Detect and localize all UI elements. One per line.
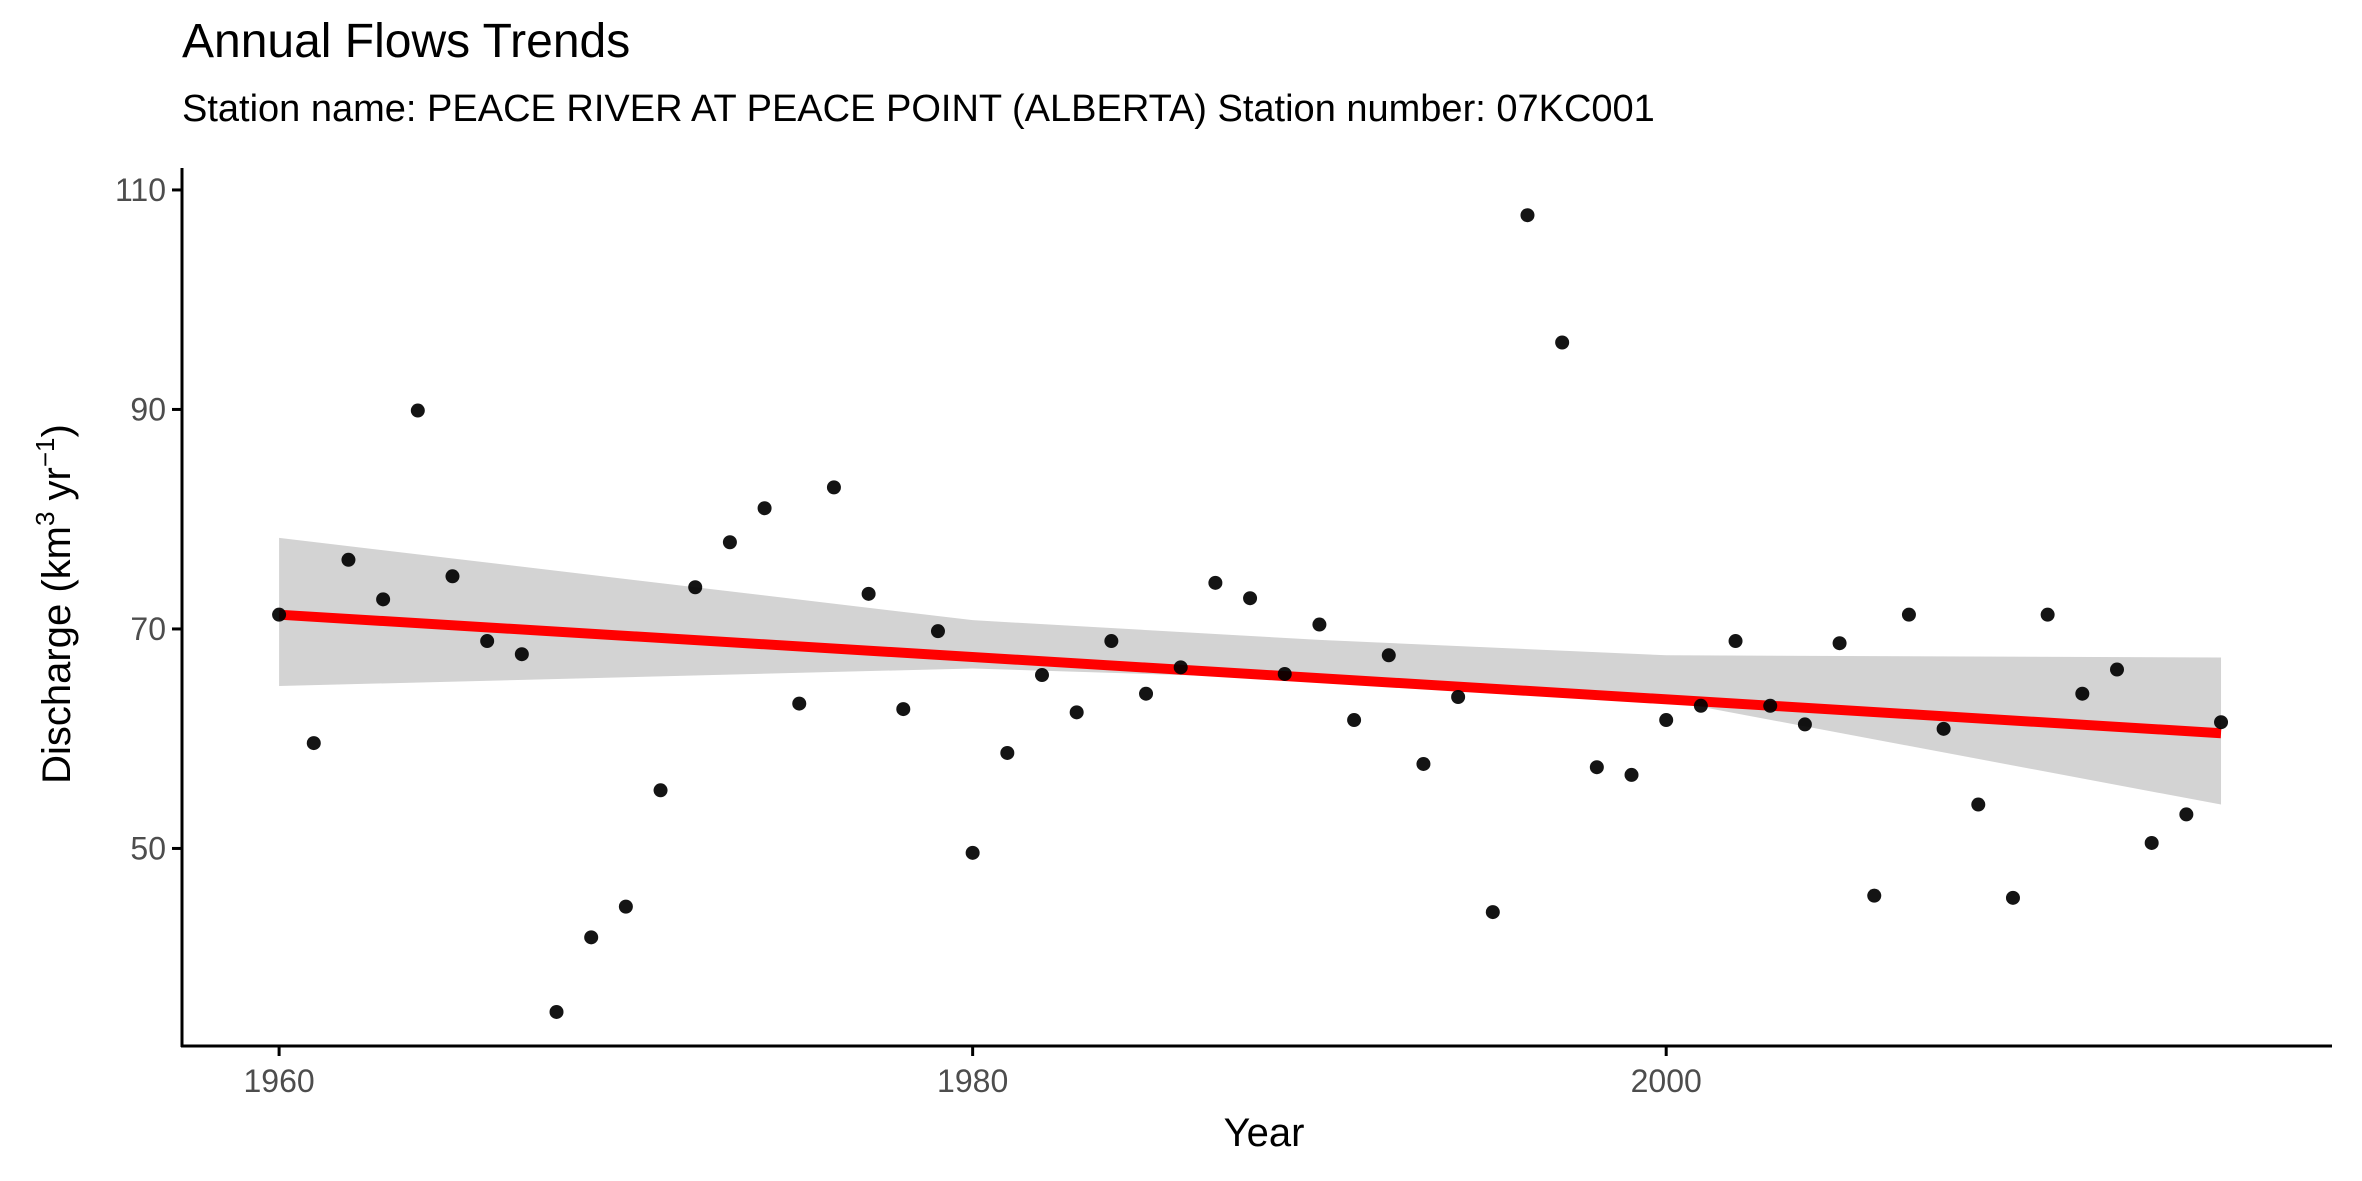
data-point [1901,607,1916,622]
data-point [410,403,425,418]
data-point [2179,807,2194,822]
data-point [826,480,841,495]
data-point [1000,745,1015,760]
y-tick-label: 90 [130,391,166,427]
y-axis-title: Discharge (km3 yr−1) [30,424,79,784]
data-point [2075,686,2090,701]
chart-subtitle: Station name: PEACE RIVER AT PEACE POINT… [182,88,1655,130]
data-point [688,580,703,595]
x-tick-label: 2000 [1631,1063,1702,1099]
y-tick-label: 110 [115,172,166,208]
data-point [653,783,668,798]
data-point [1763,698,1778,713]
data-point [930,624,945,639]
data-point [1832,636,1847,651]
data-point [2005,890,2020,905]
data-point [480,634,495,649]
data-point [1728,634,1743,649]
data-point [1659,713,1674,728]
data-point [896,702,911,717]
data-point [584,930,599,945]
data-point [861,586,876,601]
data-point [1589,760,1604,775]
data-point [965,845,980,860]
x-axis-title: Year [1224,1111,1305,1155]
data-point [1277,666,1292,681]
y-axis-title-main: Discharge (km [35,526,79,784]
data-point [1451,689,1466,704]
data-point [618,899,633,914]
data-point [2214,715,2229,730]
data-point [272,607,287,622]
trend-line [278,609,2222,739]
x-tick-label: 1980 [937,1063,1008,1099]
data-point [722,535,737,550]
data-point [1624,767,1639,782]
y-tick-label: 50 [130,830,166,866]
data-point [445,569,460,584]
data-point [1867,888,1882,903]
data-point [1243,591,1258,606]
data-point [1416,756,1431,771]
data-point [2144,835,2159,850]
data-point [2110,662,2124,677]
data-point [306,736,321,751]
axes-layer: 50 70 90 110 1960 1980 2000 [115,168,2332,1099]
data-points-layer [272,208,2229,1019]
data-point [1485,905,1500,920]
data-point [1381,648,1396,663]
data-point [757,501,772,516]
data-point [341,552,356,567]
data-point [1520,208,1535,223]
y-axis-title-sup2: −1 [30,437,60,467]
trend-line-layer [278,609,2222,739]
data-point [1104,634,1119,649]
y-axis-title-mid: yr [35,467,79,511]
data-point [1312,617,1327,632]
data-point [1208,575,1223,590]
y-axis-title-end: ) [35,424,79,437]
y-tick-label: 70 [130,611,166,647]
data-point [376,592,391,607]
x-tick-label: 1960 [244,1063,315,1099]
data-point [1971,797,1986,812]
data-point [1555,335,1570,350]
data-point [1693,698,1708,713]
y-axis-title-sup1: 3 [30,512,60,526]
data-point [1173,660,1188,675]
data-point [1347,713,1362,728]
data-point [792,696,807,711]
data-point [1936,721,1951,736]
data-point [1797,717,1812,732]
data-point [1069,705,1084,720]
chart-title: Annual Flows Trends [182,15,631,68]
data-point [1035,668,1049,683]
data-point [2040,607,2055,622]
data-point [1139,686,1154,701]
data-point [549,1004,564,1019]
data-point [514,647,529,662]
